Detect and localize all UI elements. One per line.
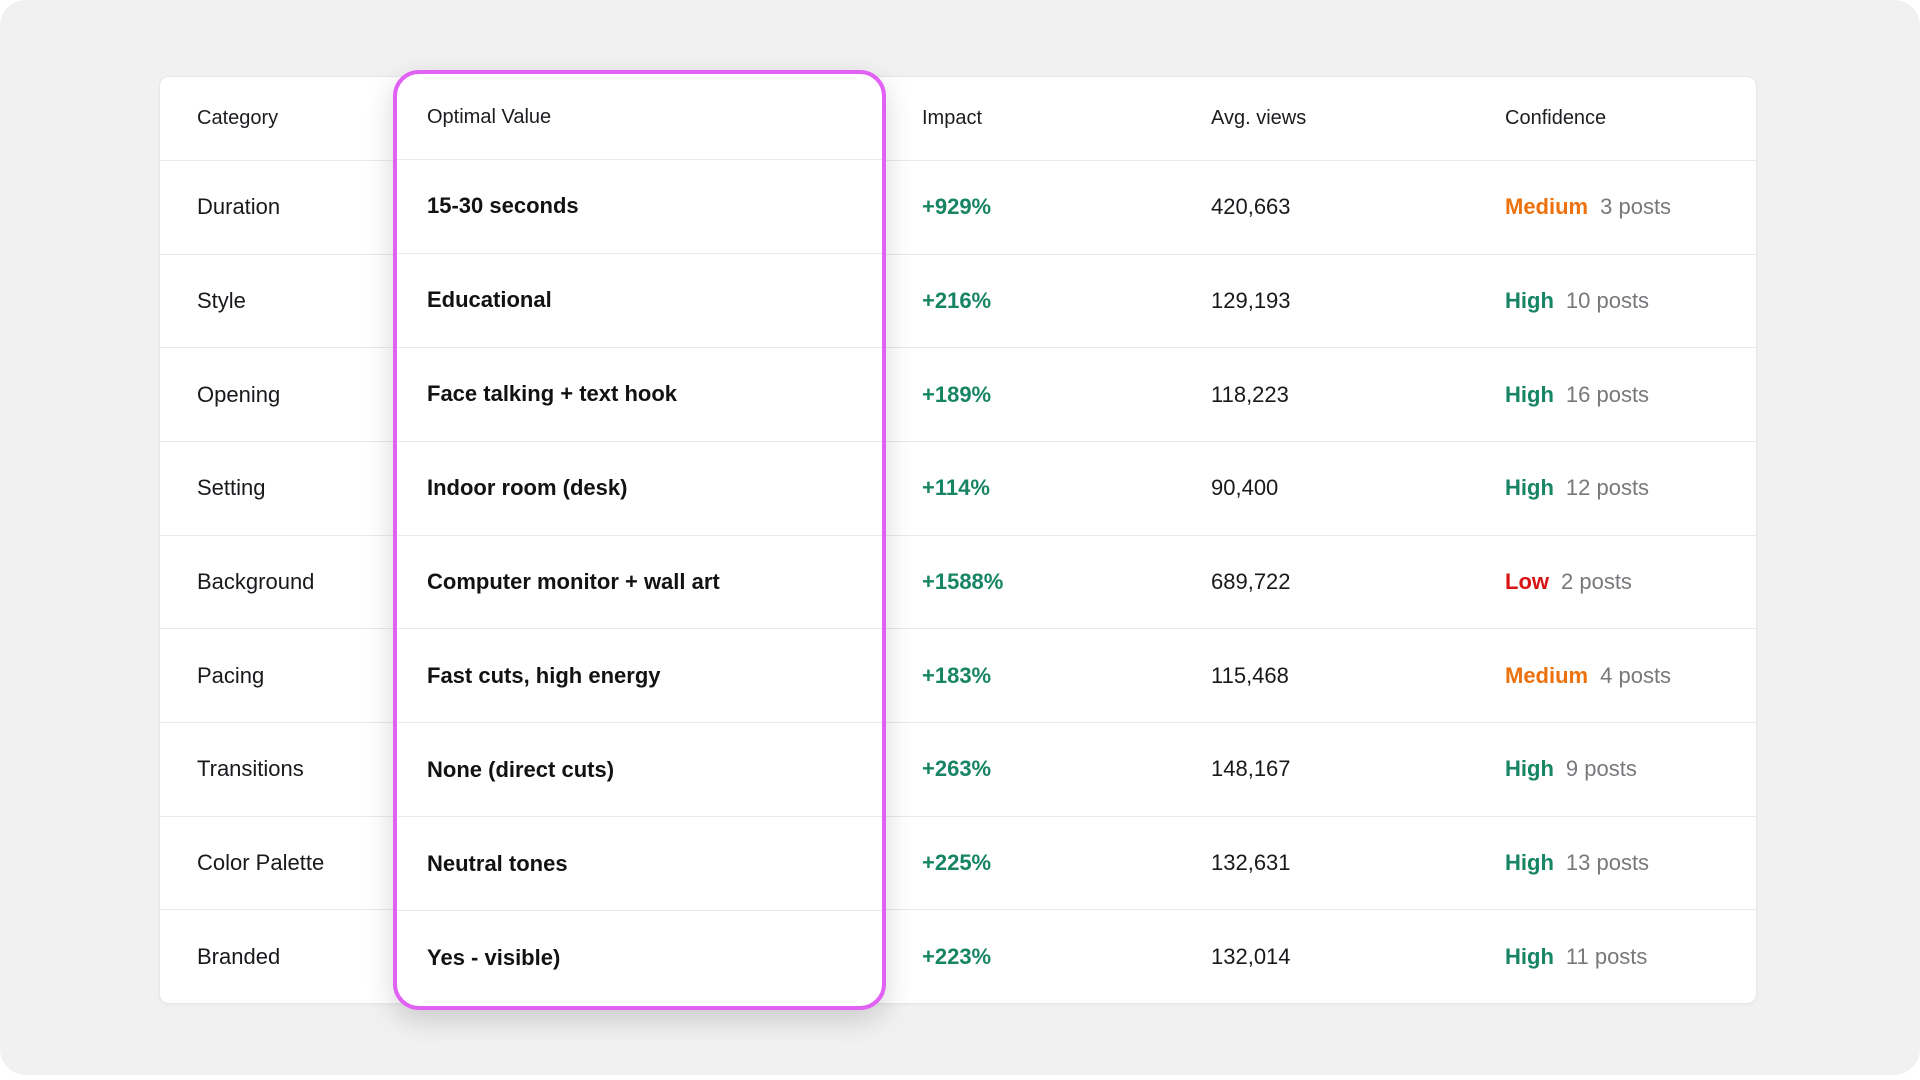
posts-count: 13 posts xyxy=(1565,849,1650,875)
category-cell: Pacing xyxy=(197,662,265,688)
optimal-value-cell: Computer monitor + wall art xyxy=(397,534,882,629)
category-cell: Background xyxy=(197,568,315,594)
avg-views-cell: 148,167 xyxy=(1211,756,1291,782)
confidence-cell: Medium 4 posts xyxy=(1471,663,1756,689)
posts-count: 9 posts xyxy=(1565,756,1637,782)
header-cell-confidence: Confidence xyxy=(1505,107,1607,129)
optimal-value-cell: Fast cuts, high energy xyxy=(397,628,882,722)
confidence-cell: Medium 3 posts xyxy=(1471,194,1756,220)
confidence-level: Medium xyxy=(1505,194,1589,220)
optimal-value-highlight-column: Optimal Value 15-30 seconds Educational … xyxy=(397,74,882,1006)
category-cell: Transitions xyxy=(197,756,304,782)
confidence-cell: High 16 posts xyxy=(1471,382,1756,408)
posts-count: 11 posts xyxy=(1565,943,1648,969)
optimal-value-cell: 15-30 seconds xyxy=(397,159,882,253)
confidence-level: High xyxy=(1505,287,1554,313)
posts-count: 4 posts xyxy=(1600,662,1672,688)
optimal-value-cell: Yes - visible) xyxy=(397,910,882,1004)
confidence-level: Medium xyxy=(1505,662,1589,688)
impact-cell: +929% xyxy=(922,194,992,220)
category-cell: Duration xyxy=(197,194,281,220)
confidence-level: Low xyxy=(1505,568,1549,594)
category-cell: Opening xyxy=(197,381,281,407)
posts-count: 2 posts xyxy=(1561,568,1632,594)
optimal-value-cell: Indoor room (desk) xyxy=(397,440,882,535)
avg-views-cell: 115,468 xyxy=(1211,662,1289,688)
optimal-value-cell: Face talking + text hook xyxy=(397,346,882,441)
impact-cell: +216% xyxy=(922,287,992,313)
impact-cell: +225% xyxy=(922,849,992,875)
confidence-level: High xyxy=(1505,475,1554,501)
category-cell: Branded xyxy=(197,943,281,969)
category-cell: Color Palette xyxy=(197,849,325,875)
avg-views-cell: 90,400 xyxy=(1211,475,1279,501)
avg-views-cell: 132,014 xyxy=(1211,943,1291,969)
impact-cell: +183% xyxy=(922,662,992,688)
confidence-cell: High 12 posts xyxy=(1471,475,1756,501)
impact-cell: +114% xyxy=(922,475,990,501)
avg-views-cell: 118,223 xyxy=(1211,381,1289,407)
impact-cell: +1588% xyxy=(922,568,1004,594)
posts-count: 12 posts xyxy=(1565,475,1650,501)
impact-cell: +189% xyxy=(922,381,992,407)
header-cell-avg-views: Avg. views xyxy=(1211,107,1307,129)
avg-views-cell: 689,722 xyxy=(1211,568,1291,594)
confidence-level: High xyxy=(1505,756,1554,782)
avg-views-cell: 132,631 xyxy=(1211,849,1291,875)
avg-views-cell: 129,193 xyxy=(1211,287,1291,313)
optimal-value-cell: Neutral tones xyxy=(397,816,882,910)
confidence-cell: High 13 posts xyxy=(1471,850,1756,876)
confidence-cell: High 10 posts xyxy=(1471,288,1756,314)
optimal-value-highlight: Optimal Value 15-30 seconds Educational … xyxy=(393,70,886,1010)
confidence-level: High xyxy=(1505,943,1554,969)
category-cell: Setting xyxy=(197,475,266,501)
avg-views-cell: 420,663 xyxy=(1211,194,1291,220)
confidence-cell: High 9 posts xyxy=(1471,756,1756,782)
confidence-level: High xyxy=(1505,849,1554,875)
category-cell: Style xyxy=(197,287,246,313)
header-cell-category: Category xyxy=(197,107,279,129)
confidence-cell: High 11 posts xyxy=(1471,944,1756,970)
posts-count: 10 posts xyxy=(1565,287,1650,313)
impact-cell: +223% xyxy=(922,943,992,969)
impact-cell: +263% xyxy=(922,756,992,782)
posts-count: 3 posts xyxy=(1600,194,1672,220)
header-cell-optimal-value: Optimal Value xyxy=(427,106,552,128)
optimal-value-cell: None (direct cuts) xyxy=(397,722,882,816)
optimal-value-cell: Educational xyxy=(397,252,882,347)
header-cell-impact: Impact xyxy=(922,107,983,129)
confidence-cell: Low 2 posts xyxy=(1471,569,1756,595)
posts-count: 16 posts xyxy=(1565,381,1650,407)
confidence-level: High xyxy=(1505,381,1554,407)
